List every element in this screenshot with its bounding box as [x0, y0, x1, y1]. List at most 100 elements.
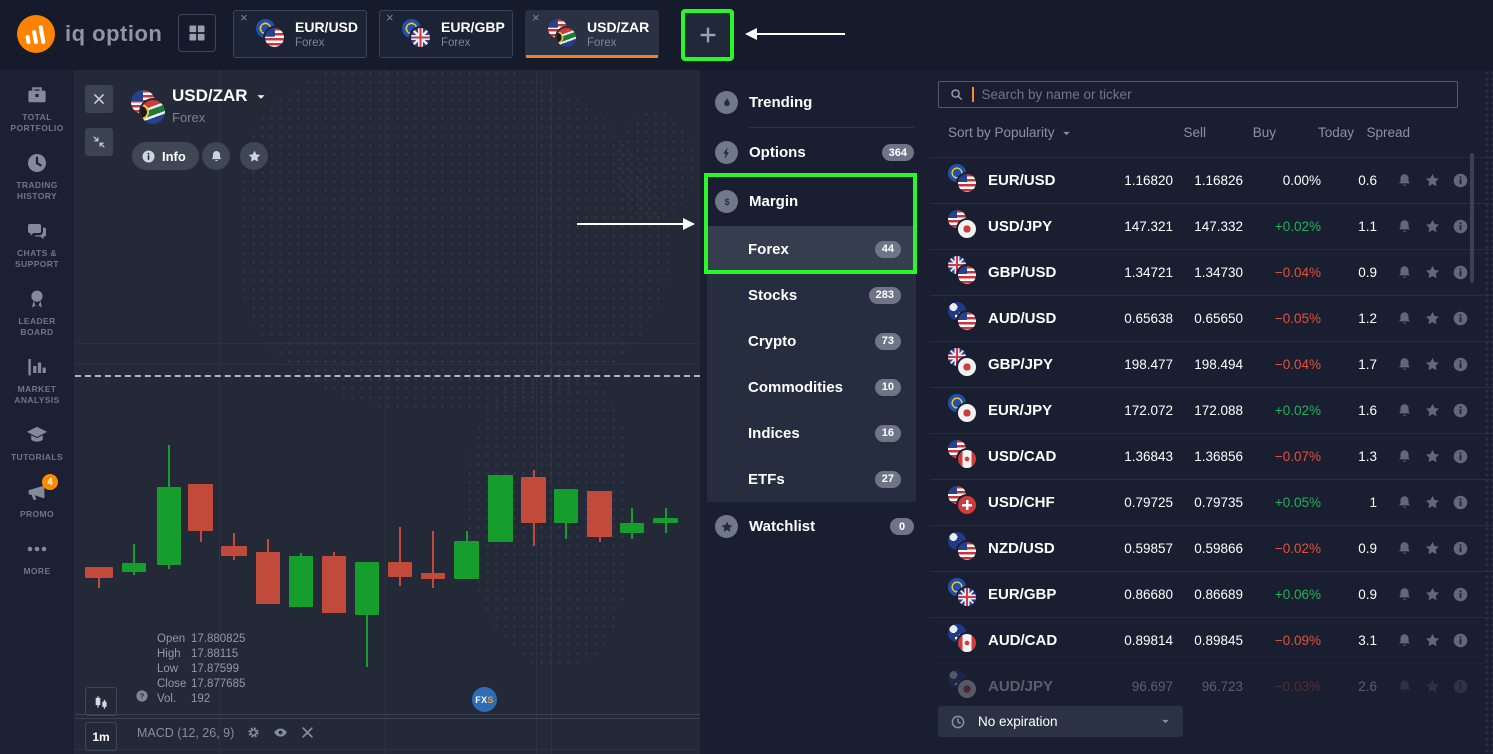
- menu-item-watchlist[interactable]: Watchlist 0: [700, 502, 932, 551]
- sidebar-item-more[interactable]: MORE: [0, 537, 74, 577]
- asset-tab-eur-gbp[interactable]: × EUR/GBP Forex: [379, 10, 513, 58]
- asset-sell-price: 1.16820: [1124, 173, 1173, 188]
- star-icon[interactable]: [1424, 448, 1441, 465]
- submenu-item-indices[interactable]: Indices 16: [707, 410, 916, 456]
- submenu-item-etfs[interactable]: ETFs 27: [707, 456, 916, 502]
- star-icon[interactable]: [1424, 678, 1441, 695]
- timeframe-button[interactable]: 1m: [85, 722, 117, 751]
- sidebar-item-chats-support[interactable]: CHATS & SUPPORT: [0, 219, 74, 270]
- zar-flag-icon: [557, 28, 576, 47]
- menu-item-trending[interactable]: Trending: [700, 78, 932, 127]
- sidebar-item-market-analysis[interactable]: MARKET ANALYSIS: [0, 355, 74, 406]
- info-button[interactable]: Info: [132, 142, 199, 170]
- info-icon[interactable]: [1452, 540, 1469, 557]
- search-box[interactable]: [938, 81, 1458, 108]
- info-icon[interactable]: [1452, 356, 1469, 373]
- submenu-item-stocks[interactable]: Stocks 283: [707, 272, 916, 318]
- info-icon[interactable]: [1452, 218, 1469, 235]
- asset-row-eur-jpy[interactable]: EUR/JPY 172.072 172.088 +0.02% 1.6: [930, 387, 1493, 433]
- submenu-item-crypto[interactable]: Crypto 73: [707, 318, 916, 364]
- asset-row-aud-cad[interactable]: AUD/CAD 0.89814 0.89845 −0.09% 3.1: [930, 617, 1493, 663]
- favorite-button[interactable]: [240, 142, 268, 170]
- info-icon[interactable]: [1452, 494, 1469, 511]
- asset-tab-usd-zar[interactable]: × USD/ZAR Forex: [525, 10, 659, 58]
- menu-item-options[interactable]: Options 364: [700, 128, 932, 177]
- sidebar-item-promo[interactable]: 4 PROMO: [0, 474, 74, 520]
- chart-pair-selector[interactable]: USD/ZAR: [172, 86, 267, 106]
- eye-icon[interactable]: [273, 725, 288, 740]
- bell-icon[interactable]: [1396, 494, 1413, 511]
- asset-row-usd-jpy[interactable]: USD/JPY 147.321 147.332 +0.02% 1.1: [930, 203, 1493, 249]
- price-alert-button[interactable]: [202, 142, 230, 170]
- info-icon[interactable]: [1452, 310, 1469, 327]
- star-icon[interactable]: [1424, 356, 1441, 373]
- info-icon[interactable]: [1452, 586, 1469, 603]
- info-icon[interactable]: [1452, 172, 1469, 189]
- close-chart-button[interactable]: [85, 85, 113, 113]
- asset-row-aud-usd[interactable]: AUD/USD 0.65638 0.65650 −0.05% 1.2: [930, 295, 1493, 341]
- chart-type-button[interactable]: [85, 687, 117, 716]
- bell-icon[interactable]: [1396, 172, 1413, 189]
- bell-icon[interactable]: [1396, 586, 1413, 603]
- asset-row-aud-jpy[interactable]: AUD/JPY 96.697 96.723 −0.03% 2.6: [930, 663, 1493, 709]
- star-icon[interactable]: [1424, 494, 1441, 511]
- star-icon[interactable]: [1424, 218, 1441, 235]
- vertical-gridline: [551, 70, 552, 754]
- star-icon[interactable]: [1424, 264, 1441, 281]
- iq-option-logo[interactable]: iq option: [17, 15, 162, 53]
- asset-row-gbp-usd[interactable]: GBP/USD 1.34721 1.34730 −0.04% 0.9: [930, 249, 1493, 295]
- bell-icon[interactable]: [1396, 402, 1413, 419]
- expiration-dropdown[interactable]: No expiration: [938, 706, 1183, 737]
- world-map-dots: [615, 110, 695, 220]
- chart-area[interactable]: USD/ZAR Forex Info Open 17.880825 High 17.…: [75, 70, 700, 754]
- column-buy: Buy: [1252, 124, 1276, 140]
- bolt-icon: [720, 146, 734, 160]
- asset-tab-eur-usd[interactable]: × EUR/USD Forex: [233, 10, 367, 58]
- tab-grid-button[interactable]: [178, 14, 216, 52]
- asset-row-usd-chf[interactable]: USD/CHF 0.79725 0.79735 +0.05% 1: [930, 479, 1493, 525]
- search-input[interactable]: [981, 87, 1447, 102]
- asset-row-gbp-jpy[interactable]: GBP/JPY 198.477 198.494 −0.04% 1.7: [930, 341, 1493, 387]
- bell-icon[interactable]: [1396, 632, 1413, 649]
- star-icon[interactable]: [1424, 402, 1441, 419]
- info-icon[interactable]: [1452, 448, 1469, 465]
- info-icon[interactable]: [1452, 632, 1469, 649]
- close-tab-icon[interactable]: ×: [532, 10, 540, 25]
- info-icon[interactable]: [1452, 678, 1469, 695]
- submenu-item-commodities[interactable]: Commodities 10: [707, 364, 916, 410]
- gear-icon[interactable]: [246, 725, 261, 740]
- close-icon[interactable]: [300, 725, 315, 740]
- sort-dropdown[interactable]: Sort by Popularity: [948, 125, 1128, 140]
- collapse-chart-button[interactable]: [85, 128, 113, 156]
- bell-icon[interactable]: [1396, 264, 1413, 281]
- asset-row-eur-usd[interactable]: EUR/USD 1.16820 1.16826 0.00% 0.6: [930, 157, 1493, 203]
- bell-icon[interactable]: [1396, 218, 1413, 235]
- asset-row-usd-cad[interactable]: USD/CAD 1.36843 1.36856 −0.07% 1.3: [930, 433, 1493, 479]
- star-icon[interactable]: [1424, 632, 1441, 649]
- menu-item-margin[interactable]: $ Margin: [700, 177, 932, 226]
- bell-icon[interactable]: [1396, 540, 1413, 557]
- bell-icon[interactable]: [1396, 448, 1413, 465]
- add-asset-highlight-box: [681, 9, 734, 61]
- bell-icon[interactable]: [1396, 678, 1413, 695]
- add-asset-button[interactable]: [685, 13, 730, 57]
- asset-row-nzd-usd[interactable]: NZD/USD 0.59857 0.59866 −0.02% 0.9: [930, 525, 1493, 571]
- scrollbar-thumb[interactable]: [1470, 153, 1474, 283]
- asset-row-eur-gbp[interactable]: EUR/GBP 0.86680 0.86689 +0.06% 0.9: [930, 571, 1493, 617]
- close-tab-icon[interactable]: ×: [240, 10, 248, 25]
- star-icon[interactable]: [1424, 586, 1441, 603]
- sidebar-item-leader-board[interactable]: LEADER BOARD: [0, 287, 74, 338]
- star-icon[interactable]: [1424, 172, 1441, 189]
- sidebar-item-total-portfolio[interactable]: TOTAL PORTFOLIO: [0, 83, 74, 134]
- sidebar-item-trading-history[interactable]: TRADING HISTORY: [0, 151, 74, 202]
- info-icon[interactable]: [1452, 402, 1469, 419]
- star-icon[interactable]: [1424, 540, 1441, 557]
- sidebar-item-tutorials[interactable]: TUTORIALS: [0, 423, 74, 463]
- submenu-item-forex[interactable]: Forex 44: [707, 226, 916, 272]
- bell-icon[interactable]: [1396, 310, 1413, 327]
- star-icon[interactable]: [1424, 310, 1441, 327]
- info-icon[interactable]: [1452, 264, 1469, 281]
- bell-icon[interactable]: [1396, 356, 1413, 373]
- help-icon[interactable]: ?: [135, 689, 149, 703]
- close-tab-icon[interactable]: ×: [386, 10, 394, 25]
